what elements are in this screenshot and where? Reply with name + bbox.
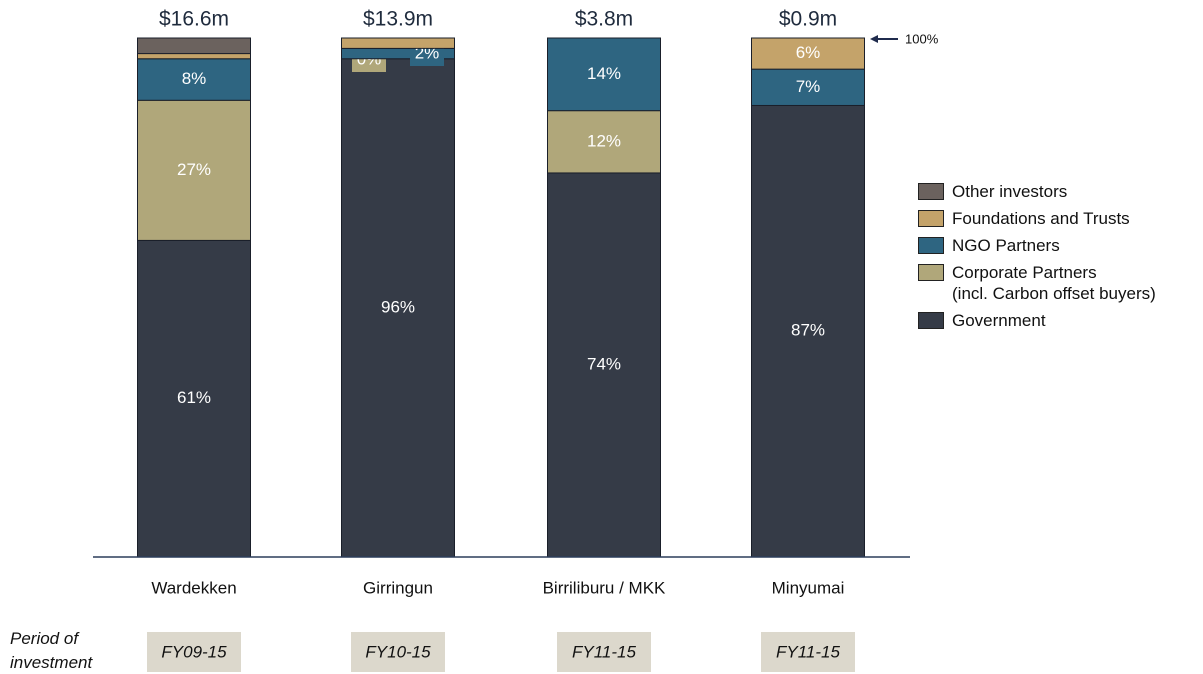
legend-item: NGO Partners <box>918 236 1156 256</box>
bar-segment <box>137 99 251 241</box>
bar-segment <box>137 58 251 101</box>
x-tick-label: Birriliburu / MKK <box>543 578 666 597</box>
period-box <box>351 632 445 672</box>
bar-segment <box>137 37 251 55</box>
legend-item: Corporate Partners (incl. Carbon offset … <box>918 263 1156 304</box>
period-value: FY11-15 <box>776 642 840 661</box>
data-label: 27% <box>177 160 211 179</box>
bar-segment <box>547 110 661 174</box>
bar-segment <box>137 239 251 558</box>
data-label: 12% <box>587 131 621 150</box>
x-tick-label: Girringun <box>363 578 433 597</box>
period-box <box>147 632 241 672</box>
x-tick-label: Minyumai <box>772 578 845 597</box>
bar-segment <box>547 37 661 112</box>
period-box <box>557 632 651 672</box>
legend-item: Other investors <box>918 182 1156 202</box>
legend-item: Foundations and Trusts <box>918 209 1156 229</box>
x-tick-label: Wardekken <box>151 578 236 597</box>
bar-segment <box>751 104 865 558</box>
legend-label: Corporate Partners (incl. Carbon offset … <box>952 263 1156 303</box>
legend: Other investors Foundations and Trusts NGO… <box>918 182 1156 339</box>
data-label: 7% <box>796 77 821 96</box>
data-label: 74% <box>587 354 621 373</box>
data-label: 14% <box>587 64 621 83</box>
data-label: 8% <box>182 69 207 88</box>
total-label: $3.8m <box>575 8 633 31</box>
legend-swatch <box>918 264 944 281</box>
legend-swatch <box>918 237 944 254</box>
legend-swatch <box>918 210 944 227</box>
period-value: FY09-15 <box>161 642 227 661</box>
period-box <box>761 632 855 672</box>
annotation-arrowhead <box>870 35 878 43</box>
period-value: FY10-15 <box>365 642 431 661</box>
total-label: $13.9m <box>363 8 433 31</box>
data-label: 6% <box>796 43 821 62</box>
period-label: Period of investment <box>10 629 93 672</box>
bar-segment <box>341 37 455 49</box>
bar-segment <box>137 53 251 60</box>
legend-swatch <box>918 183 944 200</box>
bar-segment <box>547 172 661 558</box>
legend-swatch <box>918 312 944 329</box>
bar-segment <box>751 37 865 70</box>
legend-item: Government <box>918 311 1156 331</box>
total-label: $0.9m <box>779 8 837 31</box>
bar-segment <box>751 68 865 106</box>
legend-label: NGO Partners <box>952 236 1060 255</box>
data-label: 96% <box>381 297 415 316</box>
legend-label: Other investors <box>952 182 1068 201</box>
legend-label: Government <box>952 311 1046 330</box>
data-label: 87% <box>791 321 825 340</box>
bar-segment <box>341 58 455 558</box>
annotation: 100% <box>905 31 939 46</box>
legend-label: Foundations and Trusts <box>952 209 1130 228</box>
total-label: $16.6m <box>159 8 229 31</box>
period-value: FY11-15 <box>572 642 636 661</box>
data-label: 61% <box>177 388 211 407</box>
